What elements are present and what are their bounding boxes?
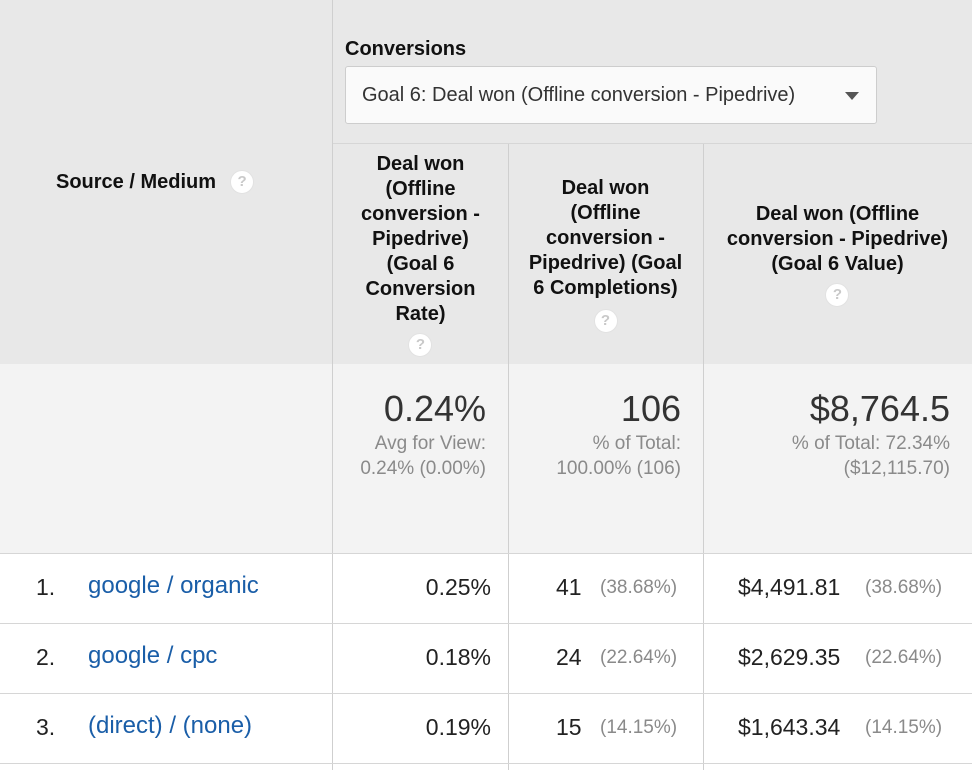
total-rate-sub2: 0.24% (0.00%) (360, 458, 486, 479)
divider (332, 0, 333, 770)
goal-value-percent: (38.68%) (865, 577, 943, 598)
table-row: 2. google / cpc 0.18% 24 (22.64%) $2,629.35 (2… (0, 623, 972, 693)
source-medium-link[interactable]: google / organic (88, 572, 259, 599)
source-medium-link[interactable]: google / cpc (88, 642, 218, 669)
completions-value: 41 (556, 574, 582, 600)
help-icon[interactable]: ? (825, 282, 850, 307)
header-line: (Offline (385, 177, 456, 200)
header-line: Pipedrive) (Goal (528, 251, 683, 274)
row-number: 3. (36, 714, 56, 740)
total-value-sub2: ($12,115.70) (843, 458, 950, 479)
completions-percent: (38.68%) (600, 577, 678, 598)
divider (0, 693, 972, 694)
total-value-value: $8,764.5 (809, 388, 950, 429)
divider (0, 623, 972, 624)
completions-value: 24 (556, 644, 582, 670)
total-completions: 106 % of Total: 100.00% (106) (508, 364, 703, 553)
total-rate-sub1: Avg for View: (374, 433, 486, 454)
header-line: (Offline (570, 201, 641, 224)
caret-down-icon (845, 92, 859, 100)
goal-value-header-label: Deal won (Offline conversion - Pipedrive)… (727, 202, 948, 307)
divider (508, 144, 509, 770)
goal-value-percent: (14.15%) (865, 717, 943, 738)
header-line: Deal won (561, 176, 650, 199)
conversions-header: Conversions Goal 6: Deal won (Offline co… (333, 0, 972, 144)
header-line: (Goal 6 Value) (771, 252, 904, 275)
goal-value: $2,629.35 (738, 644, 841, 670)
conversion-rate-value: 0.19% (425, 714, 491, 740)
header-line: conversion - (546, 226, 665, 249)
conversion-rate-value: 0.18% (425, 644, 491, 670)
totals-row (0, 364, 972, 553)
header-line: Deal won (376, 152, 465, 175)
row-number: 2. (36, 644, 56, 670)
header-line: conversion - Pipedrive) (726, 227, 949, 250)
total-completions-sub1: % of Total: (592, 433, 681, 454)
table-row: 1. google / organic 0.25% 41 (38.68%) $4,491.… (0, 553, 972, 623)
conversion-rate-header[interactable]: Deal won (Offline conversion - Pipedrive) (G… (333, 144, 508, 364)
divider (0, 553, 972, 554)
help-icon[interactable]: ? (230, 170, 255, 194)
header-line: Pipedrive) (372, 227, 469, 250)
header-line: (Goal 6 (386, 252, 455, 275)
goal-value-header[interactable]: Deal won (Offline conversion - Pipedrive)… (703, 144, 972, 364)
total-completions-sub2: 100.00% (106) (556, 458, 681, 479)
source-medium-link[interactable]: (direct) / (none) (88, 712, 253, 739)
header-line: Conversion (365, 277, 476, 300)
completions-header[interactable]: Deal won (Offline conversion - Pipedrive) (… (508, 144, 703, 364)
total-goal-value: $8,764.5 % of Total: 72.34% ($12,115.70) (703, 364, 972, 553)
completions-header-label: Deal won (Offline conversion - Pipedrive) (… (529, 176, 682, 333)
header-line: Deal won (Offline (755, 202, 920, 225)
divider (333, 143, 972, 144)
row-number: 1. (36, 574, 56, 600)
header-line: conversion - (361, 202, 480, 225)
total-completions-value: 106 (620, 388, 681, 429)
completions-percent: (22.64%) (600, 647, 678, 668)
conversion-rate-header-label: Deal won (Offline conversion - Pipedrive) (G… (361, 152, 480, 357)
completions-value: 15 (556, 714, 582, 740)
conversions-title: Conversions (345, 38, 467, 60)
goal-value: $1,643.34 (738, 714, 841, 740)
table-row: 3. (direct) / (none) 0.19% 15 (14.15%) $1,643… (0, 693, 972, 763)
source-medium-header[interactable]: Source / Medium ? (0, 0, 333, 364)
goal-value-percent: (22.64%) (865, 647, 943, 668)
source-medium-label: Source / Medium (56, 170, 217, 193)
conversion-rate-value: 0.25% (425, 574, 491, 600)
divider (703, 144, 704, 770)
completions-percent: (14.15%) (600, 717, 678, 738)
help-icon[interactable]: ? (408, 332, 433, 357)
help-icon[interactable]: ? (593, 308, 618, 333)
total-value-sub1: % of Total: 72.34% (791, 433, 950, 454)
header-line: 6 Completions) (533, 276, 678, 299)
total-rate-value: 0.24% (383, 388, 486, 429)
goal-selector-dropdown[interactable]: Goal 6: Deal won (Offline conversion - P… (345, 66, 877, 124)
total-conversion-rate: 0.24% Avg for View: 0.24% (0.00%) (333, 364, 508, 553)
divider (0, 763, 972, 764)
goal-selector-value: Goal 6: Deal won (Offline conversion - P… (362, 83, 796, 106)
header-line: Rate) (395, 302, 446, 325)
goal-value: $4,491.81 (738, 574, 841, 600)
